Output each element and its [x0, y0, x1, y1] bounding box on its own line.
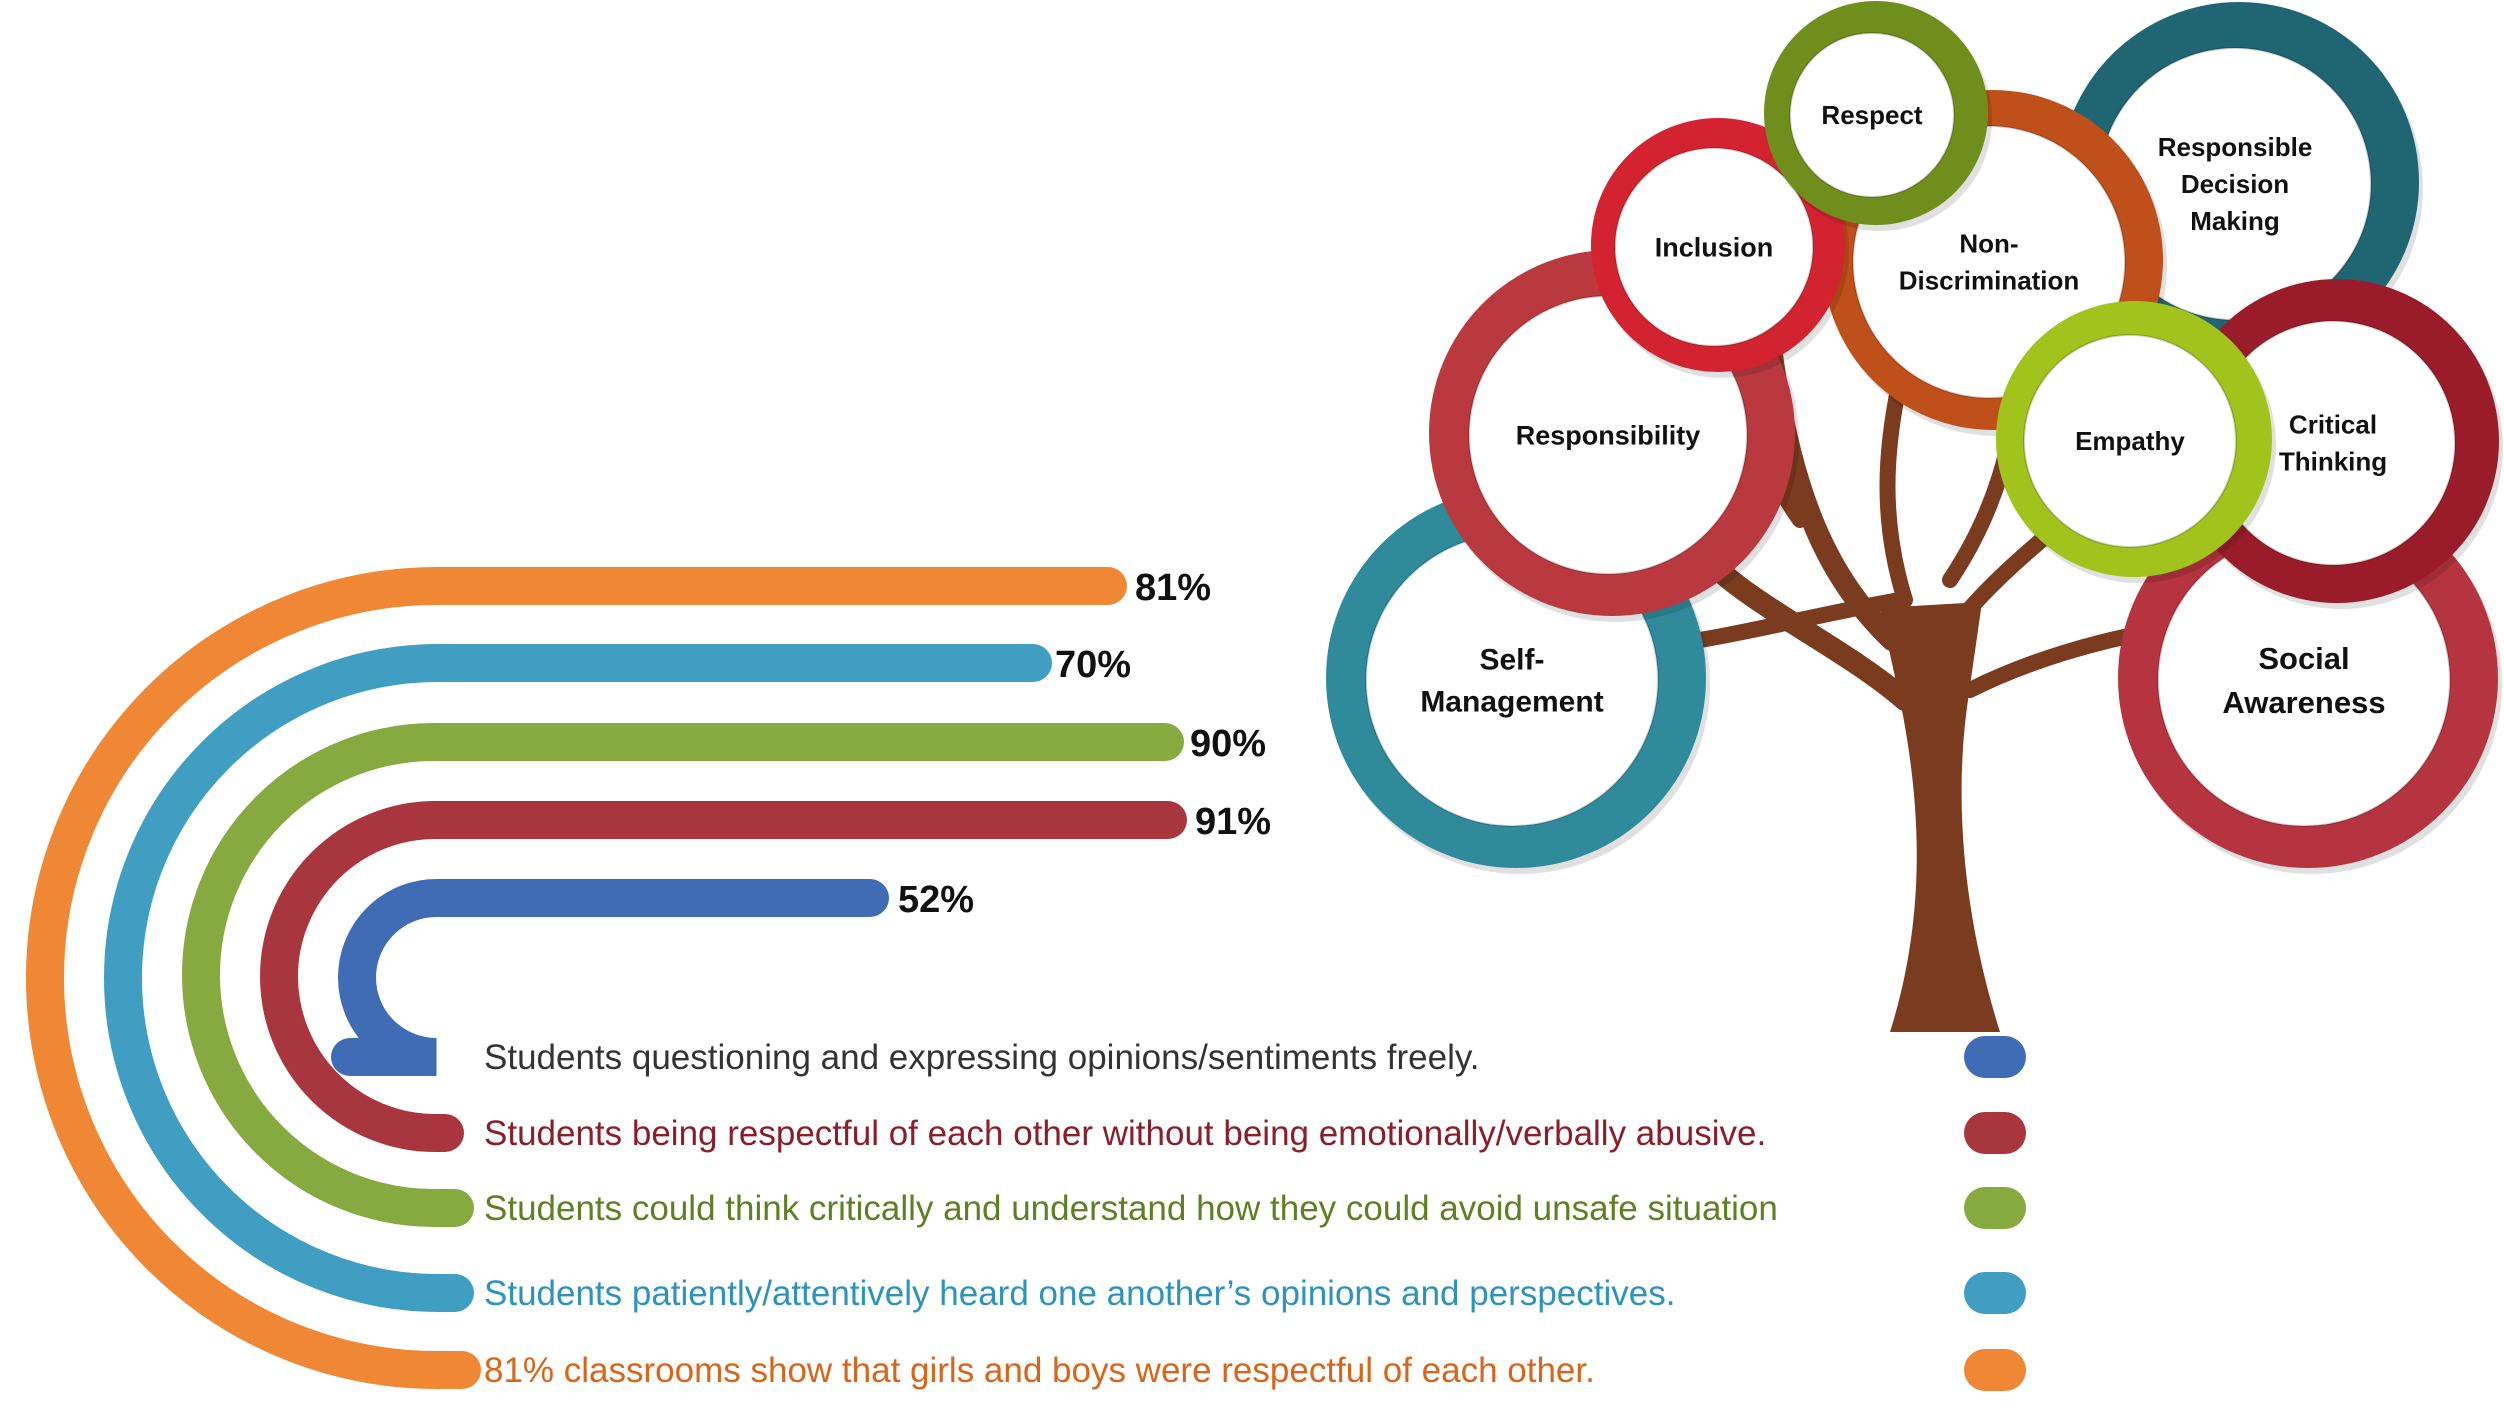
tree-branch — [1879, 372, 1913, 608]
bar-arc — [103, 644, 1052, 1312]
bar-value-label: 91% — [1195, 801, 1271, 843]
bubble-center — [2023, 334, 2237, 548]
bubble-label: Social — [2258, 641, 2349, 676]
bar-series-3: 90% Students could think critically and u… — [181, 723, 2026, 1229]
legend-label: Students could think critically and unde… — [484, 1189, 1778, 1228]
bubble-label: Decision — [2181, 169, 2289, 199]
bubble-inclusion: Inclusion — [1591, 118, 1849, 378]
bar-series-2: 91% Students being respectful of each oth… — [259, 801, 2026, 1154]
bar-value-label: 90% — [1190, 723, 1266, 765]
bubble-respect: Respect — [1764, 1, 1992, 231]
bubble-center — [1614, 147, 1814, 347]
bubble-label: Thinking — [2279, 447, 2387, 477]
bubble-empathy: Empathy — [1996, 301, 2276, 583]
bubble-center — [1789, 32, 1955, 198]
bar-arc — [25, 567, 1127, 1389]
bar-series-5: 81% 81% classrooms show that girls and bo… — [25, 567, 2026, 1391]
legend-label: Students patiently/attentively heard one… — [484, 1274, 1675, 1313]
bubble-label: Responsibility — [1516, 420, 1701, 450]
bubble-label: Management — [1420, 686, 1603, 719]
legend-swatch — [1964, 1272, 2026, 1314]
bar-value-label: 52% — [898, 879, 974, 921]
bar-arc — [331, 879, 889, 1076]
legend-swatch — [1964, 1036, 2026, 1078]
bubble-label: Awareness — [2222, 685, 2385, 720]
legend-label: Students being respectful of each other … — [484, 1114, 1766, 1153]
bar-value-label: 81% — [1135, 567, 1211, 609]
bar-arc — [259, 801, 1187, 1152]
bubble-label: Discrimination — [1899, 266, 2080, 296]
bubble-label: Inclusion — [1655, 232, 1774, 262]
bar-chart: 52% Students questioning and expressing o… — [25, 567, 2026, 1391]
bubble-label: Respect — [1821, 100, 1922, 130]
tree-trunk — [1880, 602, 2000, 1032]
bubble-label: Non- — [1959, 229, 2018, 259]
bubble-label: Making — [2190, 206, 2280, 236]
bar-series-1: 52% Students questioning and expressing o… — [331, 879, 2026, 1078]
bubble-critical-thinking: Critical Thinking — [2175, 279, 2503, 609]
legend-swatch — [1964, 1349, 2026, 1391]
bubble-label: Critical — [2289, 410, 2377, 440]
tree-diagram: Self- Management Social Awareness Responsibi… — [1326, 1, 2503, 1032]
tree-branch — [1692, 592, 1908, 648]
bar-series-4: 70% Students patiently/attentively heard … — [103, 644, 2026, 1314]
legend-swatch — [1964, 1187, 2026, 1229]
legend-swatch — [1964, 1112, 2026, 1154]
bubble-label: Self- — [1479, 644, 1544, 677]
bar-value-label: 70% — [1055, 644, 1131, 686]
bubble-label: Empathy — [2075, 426, 2185, 456]
legend-label: Students questioning and expressing opin… — [484, 1038, 1480, 1077]
bar-arc — [181, 723, 1184, 1227]
bubble-label: Responsible — [2158, 132, 2313, 162]
legend-label: 81% classrooms show that girls and boys … — [484, 1351, 1595, 1390]
